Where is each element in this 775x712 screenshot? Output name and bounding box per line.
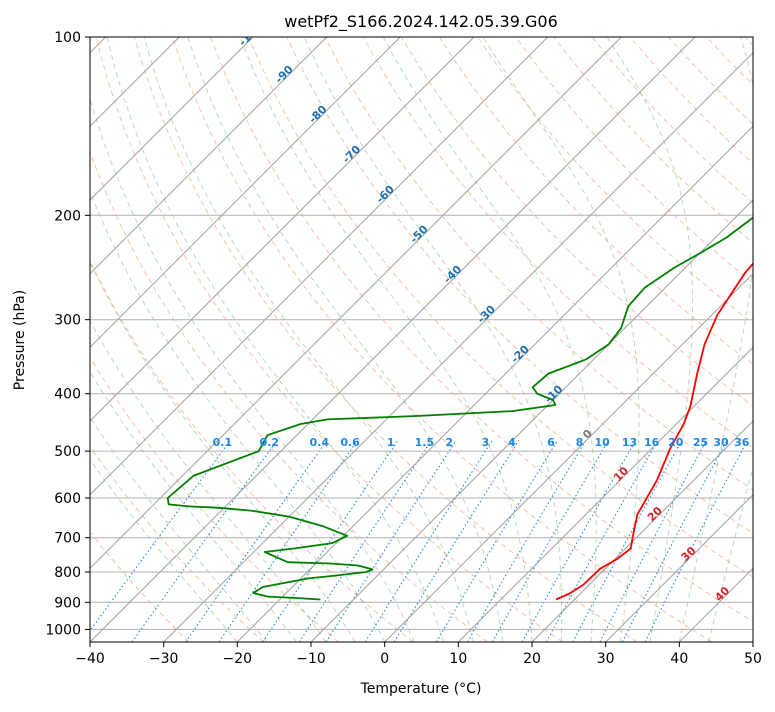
mixing-ratio-label: 6 [547,436,555,449]
y-tick-label: 800 [54,565,81,581]
y-tick-label: 200 [54,208,81,224]
y-tick-label: 300 [54,313,81,329]
y-tick-label: 500 [54,444,81,460]
x-tick-label: 30 [597,651,615,667]
y-tick-label: 100 [54,30,81,46]
mixing-ratio-label: 0.4 [310,436,330,449]
x-tick-label: −20 [223,651,253,667]
mixing-ratio-label: 8 [576,436,584,449]
mixing-ratio-label: 30 [713,436,729,449]
y-tick-label: 700 [54,531,81,547]
mixing-ratio-label: 13 [622,436,637,449]
y-tick-label: 900 [54,595,81,611]
mixing-ratio-label: 0.2 [260,436,280,449]
plot-background [90,37,753,642]
mixing-ratio-label: 1 [387,436,395,449]
mixing-ratio-label: 25 [693,436,708,449]
x-axis-label: Temperature (°C) [360,681,482,697]
mixing-ratio-label: 0.1 [213,436,233,449]
y-axis-label: Pressure (hPa) [12,290,28,390]
y-tick-label: 400 [54,387,81,403]
mixing-ratio-label: 16 [644,436,660,449]
x-tick-label: 20 [523,651,541,667]
y-tick-label: 1000 [45,622,81,638]
mixing-ratio-label: 20 [668,436,684,449]
x-tick-label: 50 [744,651,762,667]
mixing-ratio-label: 2 [445,436,453,449]
x-tick-label: −10 [296,651,326,667]
x-tick-label: 40 [670,651,688,667]
y-tick-label: 600 [54,491,81,507]
mixing-ratio-label: 36 [734,436,750,449]
isotherm-line [753,37,775,642]
x-tick-label: −40 [75,651,105,667]
chart-title: wetPf2_S166.2024.142.05.39.G06 [284,12,558,32]
x-tick-label: 0 [380,651,389,667]
mixing-ratio-label: 1.5 [415,436,435,449]
mixing-ratio-label: 10 [594,436,610,449]
x-tick-label: 10 [449,651,467,667]
mixing-ratio-label: 4 [508,436,516,449]
x-tick-label: −30 [149,651,179,667]
mixing-ratio-label: 0.6 [340,436,360,449]
mixing-ratio-label: 3 [482,436,490,449]
